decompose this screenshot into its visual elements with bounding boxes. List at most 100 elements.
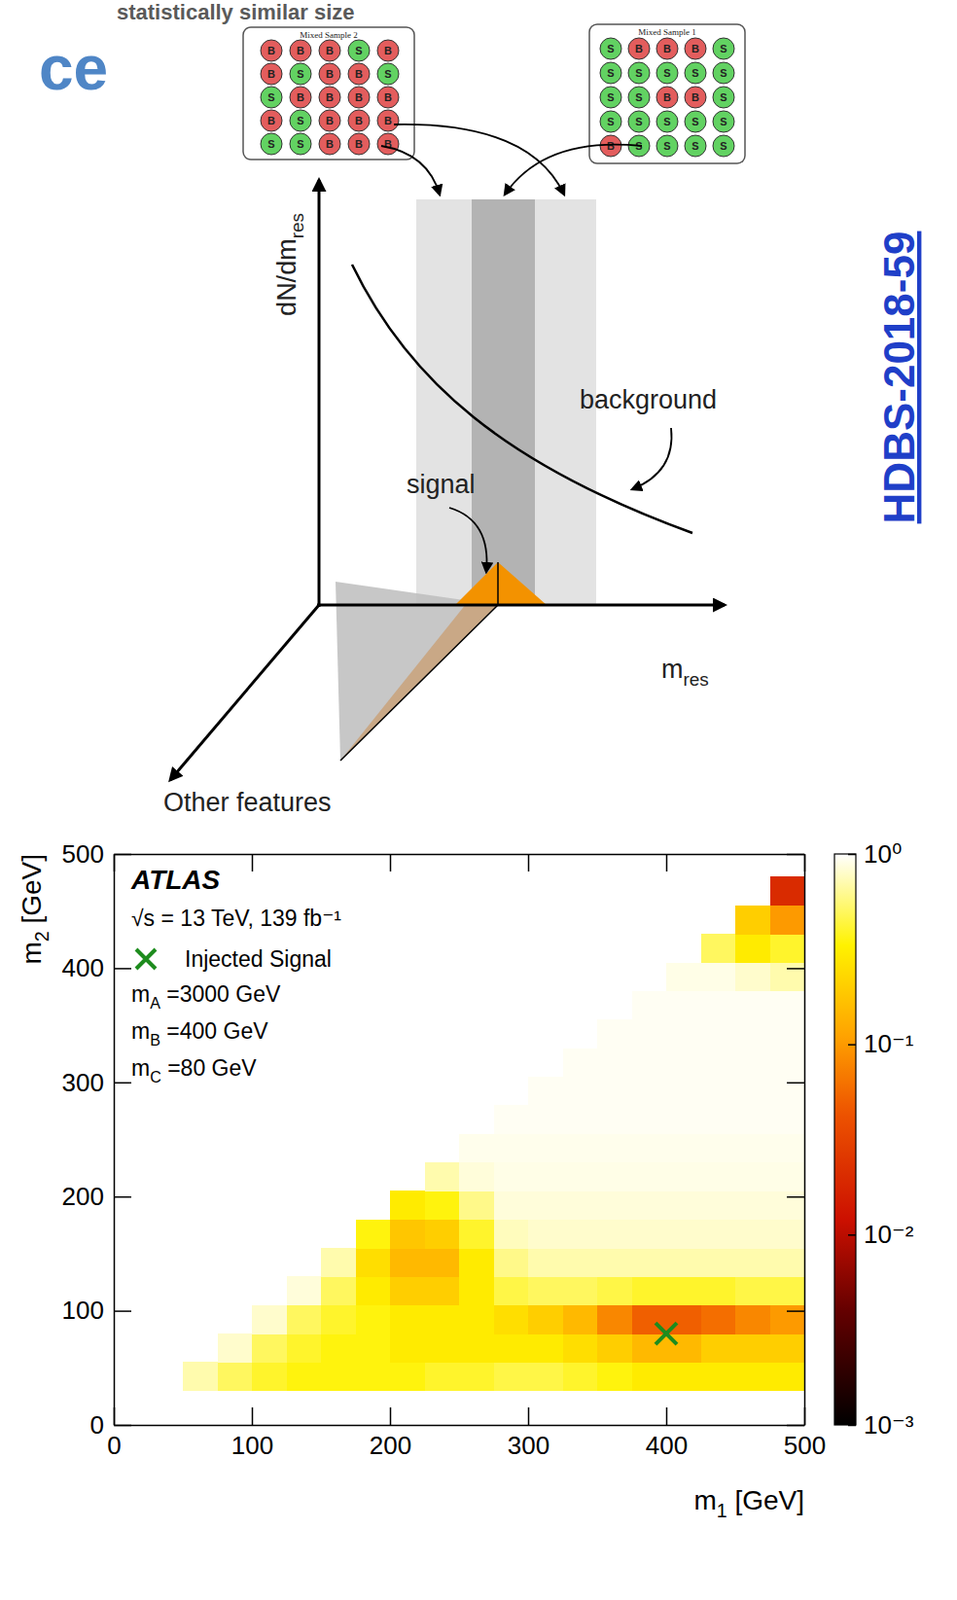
event-dot: [377, 109, 399, 132]
heat-cell: [528, 1333, 564, 1363]
heat-cell: [701, 1048, 737, 1078]
mass-label: mB =400 GeV: [131, 1018, 269, 1049]
heat-cell: [425, 1162, 461, 1192]
heat-cell: [701, 1276, 737, 1306]
event-dot: [348, 39, 370, 62]
event-dot: [600, 62, 622, 84]
tick: [786, 1196, 805, 1198]
heat-cell: [563, 1247, 599, 1277]
tick-mark: [848, 1234, 856, 1237]
symbol: m: [693, 1485, 716, 1516]
heat-cell: [389, 1247, 426, 1277]
heat-cell: [563, 1361, 599, 1391]
heat-cell: [355, 1305, 391, 1335]
heat-cell: [286, 1333, 322, 1363]
heat-cell: [494, 1190, 530, 1220]
heat-cell: [735, 1333, 771, 1363]
heat-cell: [701, 1305, 737, 1335]
heat-cell: [735, 933, 771, 963]
tick-label: 500: [62, 839, 105, 869]
event-dot: [684, 62, 707, 84]
tick-label: 300: [507, 1430, 550, 1460]
event-dot: [656, 62, 678, 84]
heat-cell: [735, 1361, 771, 1391]
legend-label: Injected Signal: [184, 946, 332, 972]
event-dot: [684, 37, 707, 60]
heat-cell: [701, 1134, 737, 1164]
sample-arrow: [381, 145, 440, 195]
event-label: B: [635, 42, 643, 55]
heat-cell: [666, 1134, 702, 1164]
heat-cell: [632, 991, 668, 1021]
event-label: S: [635, 115, 642, 128]
heat-cell: [735, 905, 771, 935]
event-label: B: [384, 114, 392, 127]
event-dot: [712, 86, 735, 108]
tick-mark: [786, 1082, 805, 1085]
diagram-y-axis: [318, 179, 321, 607]
tick: [786, 853, 805, 855]
heat-cell: [459, 1162, 495, 1192]
heat-cell: [459, 1219, 495, 1249]
heat-cell: [528, 1190, 564, 1220]
heat-cell: [286, 1305, 322, 1335]
heat-cell: [459, 1190, 495, 1220]
tick-mark: [666, 853, 669, 872]
heat-cell: [355, 1219, 391, 1249]
heat-cell: [735, 1048, 771, 1078]
heat-cell: [425, 1190, 461, 1220]
tick-label: 400: [62, 953, 105, 983]
sample-arrow: [504, 144, 642, 195]
tick: [786, 1424, 805, 1426]
event-label: S: [267, 138, 275, 150]
heat-cell: [701, 933, 737, 963]
heat-cell: [320, 1361, 356, 1391]
event-label: B: [606, 140, 615, 152]
reference-link[interactable]: HDBS-2018-59: [875, 231, 923, 525]
axis-line: [114, 1424, 806, 1427]
heat-cell: [701, 1219, 737, 1249]
heat-cell: [735, 1104, 771, 1135]
tick: 0: [90, 1410, 132, 1440]
tick: 300: [62, 1067, 132, 1098]
heat-cell: [666, 991, 702, 1021]
tick-mark: [528, 853, 531, 872]
heat-cell: [459, 1333, 495, 1363]
heat-cell: [632, 1190, 668, 1220]
heat-cell: [770, 1134, 806, 1164]
heat-cell: [701, 1190, 737, 1220]
axis: 10⁰10⁻¹10⁻²10⁻³: [848, 839, 915, 1440]
heat-cell: [528, 1219, 564, 1249]
tick-mark: [389, 853, 392, 872]
heat-cell: [563, 1076, 599, 1106]
event-dot: [656, 135, 678, 157]
text-part: =3000 GeV: [160, 981, 282, 1007]
heat-cell: [701, 1076, 737, 1106]
event-label: S: [296, 68, 304, 80]
heat-cell: [286, 1361, 322, 1391]
heat-cell: [701, 1361, 737, 1391]
event-label: S: [663, 140, 671, 152]
heat-cell: [528, 1104, 564, 1135]
event-dot: [348, 133, 370, 155]
event-dot: [628, 37, 650, 60]
heat-cell: [528, 1276, 564, 1306]
heat-cell: [770, 962, 806, 993]
signal-region: [471, 199, 535, 605]
tick-mark: [848, 1424, 856, 1427]
event-dot: [260, 39, 283, 62]
event-dot: [319, 63, 341, 85]
heat-cell: [701, 1019, 737, 1049]
tick-mark: [528, 1407, 531, 1425]
tick-label: 0: [90, 1410, 105, 1440]
tick: 400: [62, 953, 132, 983]
event-dot: [712, 110, 735, 133]
event-dot: [260, 86, 283, 108]
heat-cell: [701, 1104, 737, 1135]
axis: 0100200300400500: [106, 1407, 826, 1460]
heat-cell: [528, 1361, 564, 1391]
heat-cell: [701, 1333, 737, 1363]
event-label: B: [691, 42, 700, 55]
heat-cell: [251, 1361, 287, 1391]
heat-cell: [320, 1276, 356, 1306]
